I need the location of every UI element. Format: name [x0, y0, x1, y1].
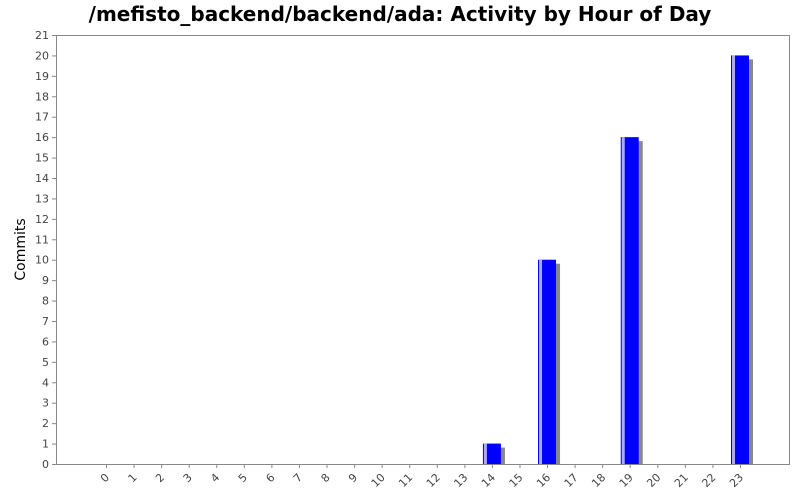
bars: [482, 55, 753, 465]
x-tick-label: 18: [589, 471, 608, 490]
y-tick-label: 10: [35, 254, 49, 267]
x-tick-label: 13: [451, 471, 470, 490]
x-tick-label: 23: [727, 471, 746, 490]
y-tick-label: 17: [35, 111, 49, 124]
y-tick-label: 19: [35, 70, 49, 83]
y-tick-label: 3: [42, 397, 49, 410]
x-tick-label: 20: [644, 471, 663, 490]
x-tick-label: 12: [424, 471, 443, 490]
x-tick-label: 17: [562, 471, 581, 490]
x-tick-label: 5: [236, 471, 250, 485]
x-tick-label: 11: [396, 471, 415, 490]
y-tick-label: 8: [42, 295, 49, 308]
x-tick-label: 8: [319, 471, 333, 485]
x-tick-label: 22: [699, 471, 718, 490]
y-tick-label: 14: [35, 172, 49, 185]
bar-hour-19: [620, 137, 643, 464]
y-tick-label: 4: [42, 376, 49, 389]
bar: [482, 443, 501, 464]
y-tick-label: 0: [42, 458, 49, 471]
x-tick-label: 16: [534, 471, 553, 490]
y-tick-label: 16: [35, 131, 49, 144]
bar: [538, 259, 557, 464]
y-tick-label: 2: [42, 417, 49, 430]
x-tick-label: 4: [208, 471, 222, 485]
x-tick-label: 2: [153, 471, 167, 485]
y-tick-label: 1: [42, 438, 49, 451]
x-tick-label: 1: [126, 471, 140, 485]
x-tick-label: 15: [507, 471, 526, 490]
x-tick-label: 19: [617, 471, 636, 490]
bar-highlight: [483, 443, 487, 464]
plot-area: [56, 35, 790, 465]
x-tick-label: 14: [479, 471, 498, 490]
y-tick-label: 11: [35, 233, 49, 246]
x-tick-label: 21: [672, 471, 691, 490]
y-tick-label: 12: [35, 213, 49, 226]
x-tick-label: 10: [369, 471, 388, 490]
y-tick-label: 15: [35, 152, 49, 165]
bar-hour-16: [538, 259, 561, 464]
x-tick-label: 0: [98, 471, 112, 485]
bar-hour-14: [482, 443, 505, 464]
x-tick-label: 3: [181, 471, 195, 485]
bar: [620, 137, 639, 464]
y-tick-label: 7: [42, 315, 49, 328]
y-tick-label: 9: [42, 274, 49, 287]
bar-highlight: [732, 55, 735, 465]
bar-highlight: [621, 137, 625, 464]
bar-hour-23: [731, 55, 753, 465]
y-tick-label: 20: [35, 49, 49, 62]
bar-highlight: [539, 259, 543, 464]
chart-title: /mefisto_backend/backend/ada: Activity b…: [88, 2, 712, 26]
y-axis-label: Commits: [13, 218, 29, 280]
y-tick-label: 21: [35, 29, 49, 42]
x-tick-label: 6: [263, 471, 277, 485]
bar: [731, 55, 749, 465]
x-tick-label: 9: [346, 471, 360, 485]
x-axis-ticks: 0 1 2 3 4 5 6 7 8 9 10 11 12 13 14 15 16 17 18 19 20 21 22 23: [98, 464, 746, 490]
y-tick-label: 18: [35, 90, 49, 103]
y-tick-label: 6: [42, 335, 49, 348]
x-tick-label: 7: [291, 471, 305, 485]
y-tick-label: 5: [42, 356, 49, 369]
y-tick-label: 13: [35, 192, 49, 205]
